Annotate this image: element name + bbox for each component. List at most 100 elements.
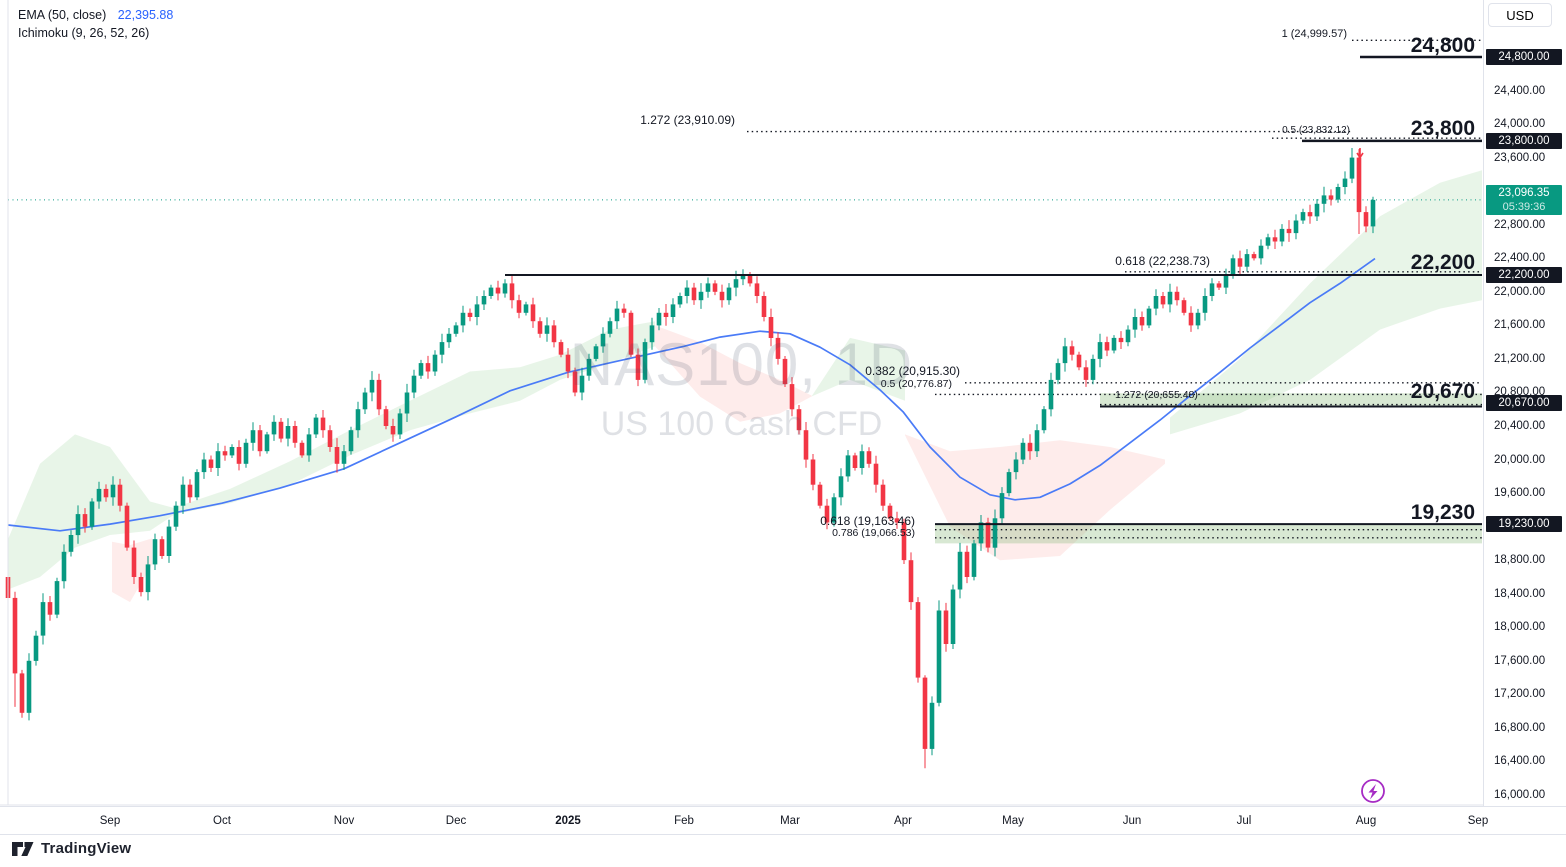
supply-demand-zone[interactable] bbox=[935, 524, 1482, 544]
candle-body bbox=[404, 392, 410, 414]
candle-body bbox=[684, 287, 690, 296]
candle-body bbox=[796, 409, 802, 431]
candle-body bbox=[1055, 363, 1061, 380]
candle-body bbox=[943, 610, 949, 644]
candle-body bbox=[789, 384, 795, 410]
candle-body bbox=[1244, 254, 1250, 267]
candle-body bbox=[663, 312, 669, 317]
price-tick: 19,600.00 bbox=[1494, 487, 1546, 500]
candle-body bbox=[1160, 296, 1166, 305]
candle-body bbox=[1181, 300, 1187, 313]
time-tick-oct: Oct bbox=[213, 814, 231, 827]
candle-body bbox=[208, 459, 214, 468]
candle-body bbox=[1349, 157, 1355, 179]
candle-body bbox=[824, 505, 830, 523]
price-axis[interactable]: 23,096.35 05:39:36 24,400.00 24,000.00 23,… bbox=[1483, 0, 1566, 806]
candle-body bbox=[145, 564, 151, 593]
time-tick-jun: Jun bbox=[1122, 814, 1142, 827]
candle-body bbox=[831, 497, 837, 523]
candle-body bbox=[236, 447, 242, 464]
candle-body bbox=[565, 354, 571, 372]
candle-body bbox=[474, 304, 480, 317]
candle-body bbox=[1083, 367, 1089, 380]
candle-body bbox=[418, 363, 424, 376]
candle-body bbox=[586, 358, 592, 376]
price-tick: 18,800.00 bbox=[1494, 554, 1546, 567]
candle-body bbox=[845, 455, 851, 477]
candle-body bbox=[775, 337, 781, 359]
candle-body bbox=[1230, 258, 1236, 276]
candle-body bbox=[1251, 254, 1257, 259]
chart-pane[interactable]: 1 (24,999.57) 1.272 (23,910.09) 0.5 (23,83… bbox=[0, 0, 1483, 806]
legend-row-ema[interactable]: EMA (50, close) 22,395.88 bbox=[18, 6, 173, 24]
currency-toggle-button[interactable]: USD bbox=[1488, 3, 1552, 27]
candle-body bbox=[523, 304, 529, 313]
candle-body bbox=[1111, 337, 1117, 351]
ema-50-line[interactable] bbox=[7, 257, 1376, 532]
candle-body bbox=[1209, 283, 1215, 296]
candle-body bbox=[481, 296, 487, 305]
candle-body bbox=[278, 421, 284, 439]
tradingview-attribution[interactable]: TradingView bbox=[12, 840, 131, 857]
candle-body bbox=[1090, 358, 1096, 380]
fib-dotted-lines[interactable] bbox=[747, 39, 1482, 539]
candle-body bbox=[936, 610, 942, 703]
candle-body bbox=[1006, 472, 1012, 494]
candle-body bbox=[985, 522, 991, 548]
candle-body bbox=[82, 514, 88, 527]
candle-body bbox=[201, 459, 207, 473]
candles[interactable] bbox=[5, 148, 1376, 769]
candle-body bbox=[635, 354, 641, 380]
candle-body bbox=[362, 392, 368, 410]
price-tick: 24,000.00 bbox=[1494, 118, 1546, 131]
candle-body bbox=[33, 635, 39, 661]
candle-body bbox=[1020, 442, 1026, 460]
time-tick-2025: 2025 bbox=[555, 814, 581, 827]
candle-body bbox=[397, 413, 403, 435]
candle-body bbox=[306, 434, 312, 456]
candle-body bbox=[859, 451, 865, 468]
sell-arrow-icon bbox=[1356, 148, 1364, 159]
fib-label: 0.382 (20,915.30) bbox=[865, 364, 960, 378]
candle-body bbox=[1062, 346, 1068, 364]
candle-body bbox=[264, 434, 270, 452]
horizontal-level-lines[interactable] bbox=[505, 55, 1482, 526]
candle-body bbox=[390, 426, 396, 435]
candle-body bbox=[1342, 178, 1348, 187]
candle-body bbox=[817, 484, 823, 506]
candle-body bbox=[47, 602, 53, 615]
candle-body bbox=[880, 484, 886, 506]
candle-body bbox=[131, 547, 137, 577]
price-tick: 16,000.00 bbox=[1494, 789, 1546, 801]
candle-body bbox=[803, 430, 809, 460]
candle-body bbox=[768, 317, 774, 338]
price-tick: 22,000.00 bbox=[1494, 285, 1546, 298]
ema-legend-label[interactable]: EMA (50, close) bbox=[18, 8, 107, 22]
ichimoku-legend-label[interactable]: Ichimoku (9, 26, 52, 26) bbox=[18, 26, 150, 40]
candlestick-chart[interactable]: 1 (24,999.57) 1.272 (23,910.09) 0.5 (23,83… bbox=[0, 0, 1483, 806]
candle-body bbox=[1363, 212, 1369, 227]
price-zones[interactable] bbox=[935, 393, 1482, 544]
candle-body bbox=[12, 597, 18, 674]
legend-row-ichimoku[interactable]: Ichimoku (9, 26, 52, 26) bbox=[18, 24, 173, 42]
candle-body bbox=[1013, 459, 1019, 473]
execution-marker-button[interactable] bbox=[1361, 779, 1385, 803]
candle-body bbox=[1216, 283, 1222, 288]
candle-body bbox=[1195, 312, 1201, 326]
candle-body bbox=[733, 279, 739, 288]
price-tick: 23,600.00 bbox=[1494, 151, 1546, 164]
candle-body bbox=[138, 577, 144, 593]
candle-body bbox=[740, 275, 746, 280]
candle-body bbox=[1041, 409, 1047, 431]
candle-body bbox=[950, 589, 956, 644]
candle-body bbox=[152, 539, 158, 565]
supply-demand-zone[interactable] bbox=[1100, 393, 1482, 407]
time-axis[interactable]: Sep Oct Nov Dec 2025 Feb Mar Apr May Jun Jul Aug Sep bbox=[0, 806, 1566, 835]
candle-body bbox=[1307, 212, 1313, 217]
candle-body bbox=[901, 522, 907, 561]
candle-body bbox=[1293, 220, 1299, 234]
candle-body bbox=[453, 325, 459, 334]
candle-body bbox=[600, 333, 606, 347]
ema-legend-value: 22,395.88 bbox=[117, 8, 174, 22]
